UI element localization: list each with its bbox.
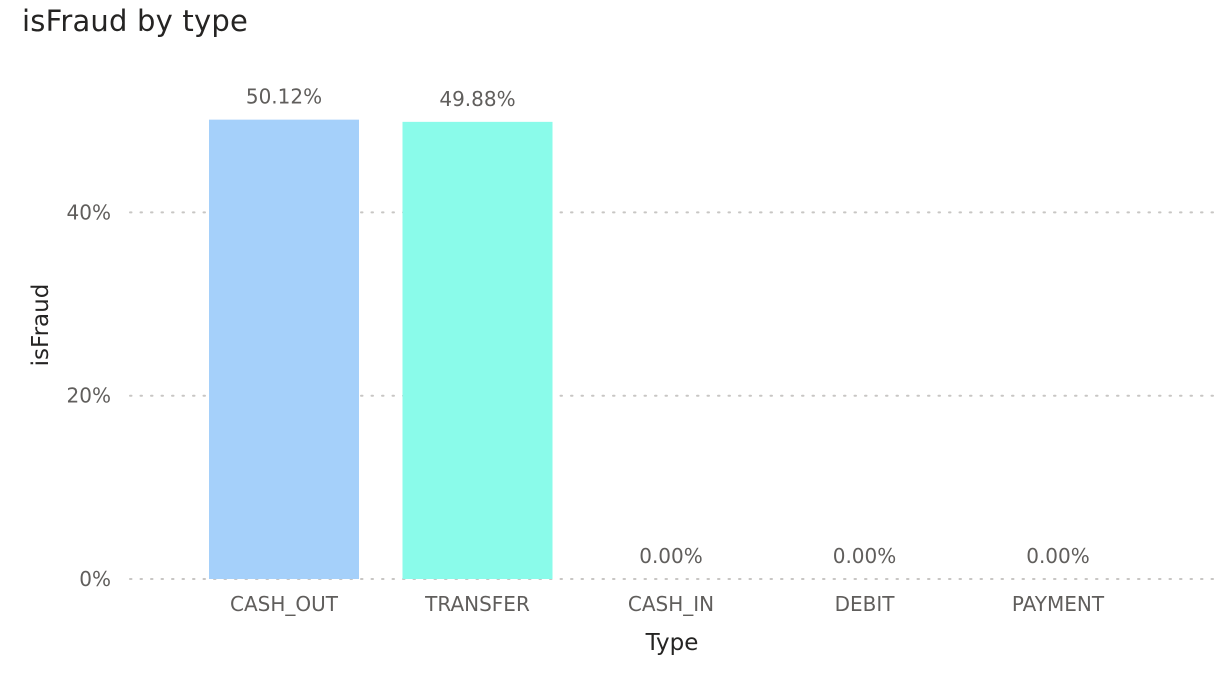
data-label: 50.12%	[246, 85, 322, 109]
x-tick-label: TRANSFER	[424, 592, 530, 616]
x-tick-label: PAYMENT	[1012, 592, 1105, 616]
bars	[209, 119, 553, 580]
x-tick-label: CASH_OUT	[230, 592, 339, 616]
x-tick-label: CASH_IN	[628, 592, 714, 616]
bar-cash-out[interactable]	[209, 119, 359, 579]
data-label: 0.00%	[639, 544, 703, 568]
data-label: 0.00%	[833, 544, 897, 568]
y-axis-title: isFraud	[28, 284, 54, 367]
y-tick-label: 20%	[67, 384, 111, 408]
x-axis-ticks: CASH_OUT TRANSFER CASH_IN DEBIT PAYMENT	[230, 592, 1105, 616]
data-labels: 50.12% 49.88% 0.00% 0.00% 0.00%	[246, 85, 1090, 568]
y-tick-label: 0%	[79, 567, 111, 591]
bar-transfer[interactable]	[402, 121, 553, 580]
data-label: 0.00%	[1026, 544, 1090, 568]
y-tick-label: 40%	[67, 200, 111, 224]
y-axis-ticks: 0% 20% 40%	[67, 200, 111, 591]
chart-title: isFraud by type	[22, 4, 249, 38]
x-axis-title: Type	[645, 630, 699, 656]
data-label: 49.88%	[439, 87, 515, 111]
x-tick-label: DEBIT	[835, 592, 896, 616]
